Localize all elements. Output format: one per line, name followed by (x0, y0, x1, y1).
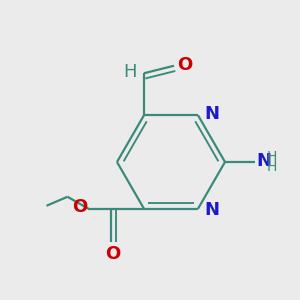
Text: O: O (178, 56, 193, 74)
Text: O: O (105, 245, 120, 263)
Text: N: N (256, 152, 272, 169)
Text: N: N (205, 105, 220, 123)
Text: O: O (72, 198, 87, 216)
Text: H: H (266, 150, 277, 164)
Text: N: N (205, 201, 220, 219)
Text: H: H (123, 63, 136, 81)
Text: H: H (266, 160, 277, 174)
